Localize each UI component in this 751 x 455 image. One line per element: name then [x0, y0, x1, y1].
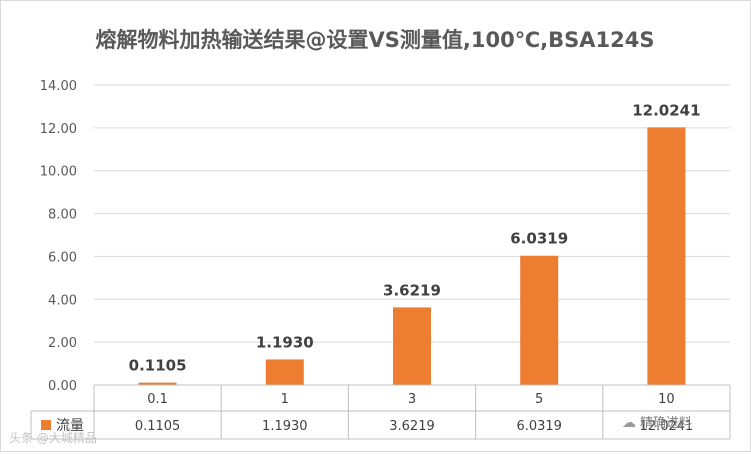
table-value: 0.1105	[135, 419, 181, 434]
watermark-left: 头条 @大城精品	[9, 431, 97, 445]
data-label: 3.6219	[383, 281, 441, 299]
data-label: 12.0241	[632, 101, 700, 119]
y-axis-ticks: 0.00 2.00 4.00 6.00 8.00 10.00 12.00 14.00	[40, 79, 77, 394]
y-tick-label: 8.00	[48, 208, 77, 223]
chart-title: 熔解物料加热输送结果@设置VS测量值,100℃,BSA124S	[96, 28, 655, 52]
table-value: 3.6219	[389, 419, 435, 434]
x-tick-label: 3	[408, 392, 416, 407]
x-tick-label: 10	[658, 392, 675, 407]
y-tick-label: 12.00	[40, 122, 77, 137]
data-table: 0.1 0.1105 1 1.1930 3 3.6219 5 6.0319 10 12.0241 流…	[30, 384, 731, 440]
bars	[138, 127, 686, 386]
y-tick-label: 6.00	[48, 250, 77, 265]
watermarks: 头条 @大城精品 ☁ 精确进料	[9, 415, 692, 445]
table-value: 12.0241	[640, 419, 694, 434]
bar	[520, 255, 559, 385]
y-tick-label: 4.00	[48, 293, 77, 308]
bar	[393, 307, 431, 385]
gridlines	[94, 84, 730, 343]
data-label: 1.1930	[256, 333, 314, 351]
y-tick-label: 14.00	[40, 79, 77, 94]
data-label: 6.0319	[510, 230, 568, 248]
bar	[138, 382, 177, 385]
table-value: 1.1930	[262, 419, 308, 434]
wechat-icon: ☁	[622, 415, 636, 431]
x-tick-label: 0.1	[147, 392, 168, 407]
data-labels: 0.1105 1.1930 3.6219 6.0319 12.0241	[129, 101, 701, 374]
data-label: 0.1105	[129, 357, 187, 375]
legend-label: 流量	[56, 418, 84, 434]
watermark-right: 精确进料	[640, 416, 692, 431]
bar	[647, 127, 686, 386]
legend-swatch	[41, 420, 51, 430]
table-value: 6.0319	[516, 419, 562, 434]
x-tick-label: 5	[535, 392, 543, 407]
bar	[265, 359, 304, 385]
x-tick-label: 1	[281, 392, 289, 407]
y-tick-label: 2.00	[48, 336, 77, 351]
y-tick-label: 10.00	[40, 165, 77, 180]
y-tick-label: 0.00	[48, 379, 77, 394]
